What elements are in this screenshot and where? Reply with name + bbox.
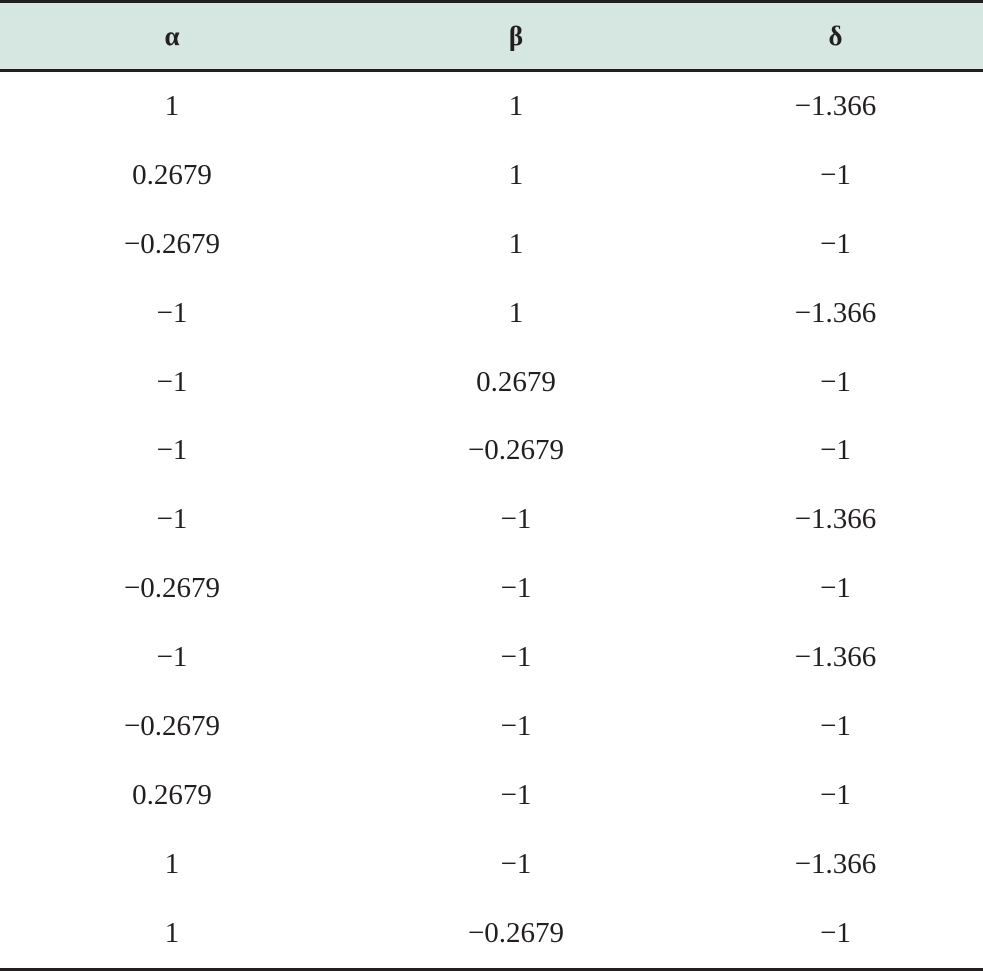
cell-alpha: −1 (156, 641, 188, 674)
table-row: −1 −1 −1.366 (0, 623, 983, 692)
cell-delta: −1.366 (794, 503, 877, 536)
cell-beta: 1 (508, 158, 524, 191)
cell-alpha: −1 (156, 434, 188, 467)
cell-alpha: 1 (164, 89, 180, 122)
cell-delta: −1 (820, 434, 851, 467)
table-row: 0.2679 1 −1 (0, 141, 983, 210)
cell-beta: −1 (500, 641, 532, 674)
cell-beta: 0.2679 (476, 365, 556, 398)
cell-alpha: 1 (164, 847, 180, 880)
table-row: −0.2679 −1 −1 (0, 554, 983, 623)
cell-alpha: −0.2679 (123, 709, 221, 742)
cell-delta: −1 (820, 227, 851, 260)
cell-beta: −0.2679 (344, 898, 688, 971)
cell-delta: −1 (820, 709, 851, 742)
cell-alpha: 0.2679 (132, 158, 212, 191)
table-row: 0.2679 −1 −1 (0, 761, 983, 830)
cell-beta: −1 (500, 847, 532, 880)
table-row: 1 1 −1.366 (0, 71, 983, 141)
cell-beta: −0.2679 (467, 434, 565, 467)
cell-beta: −1 (500, 503, 532, 536)
cell-alpha: 0.2679 (132, 778, 212, 811)
cell-delta: −1.366 (794, 296, 877, 329)
table-row: −1 −1 −1.366 (0, 485, 983, 554)
cell-alpha: −1 (156, 365, 188, 398)
table-header-row: α β δ (0, 0, 983, 72)
table-row: 1 −0.2679 −1 (0, 898, 983, 971)
cell-delta: −1.366 (794, 641, 877, 674)
header-delta: δ (688, 0, 983, 72)
cell-beta: 1 (508, 296, 524, 329)
cell-beta: 1 (508, 227, 524, 260)
cell-alpha: 1 (0, 898, 344, 971)
cell-delta: −1 (820, 158, 851, 191)
header-alpha: α (0, 0, 344, 72)
cell-alpha: −0.2679 (123, 572, 221, 605)
table-row: −0.2679 −1 −1 (0, 692, 983, 761)
cell-alpha: −1 (156, 503, 188, 536)
cell-delta: −1 (820, 778, 851, 811)
cell-delta: −1 (688, 898, 983, 971)
table-row: 1 −1 −1.366 (0, 830, 983, 899)
cell-beta: −1 (500, 709, 532, 742)
cell-delta: −1.366 (794, 89, 877, 122)
cell-delta: −1 (820, 572, 851, 605)
table-row: −1 −0.2679 −1 (0, 416, 983, 485)
cell-beta: −1 (500, 572, 532, 605)
table-row: −0.2679 1 −1 (0, 210, 983, 279)
table-row: −1 1 −1.366 (0, 279, 983, 348)
header-beta: β (344, 0, 688, 72)
table-row: −1 0.2679 −1 (0, 348, 983, 417)
cell-delta: −1 (820, 365, 851, 398)
cell-beta: −1 (500, 778, 532, 811)
cell-beta: 1 (508, 89, 524, 122)
cell-delta: −1.366 (794, 847, 877, 880)
cell-alpha: −0.2679 (123, 227, 221, 260)
cell-alpha: −1 (156, 296, 188, 329)
table-body: 1 1 −1.366 0.2679 1 −1 −0.2679 1 −1 −1 1 −1.366 −1 0.… (0, 71, 983, 971)
